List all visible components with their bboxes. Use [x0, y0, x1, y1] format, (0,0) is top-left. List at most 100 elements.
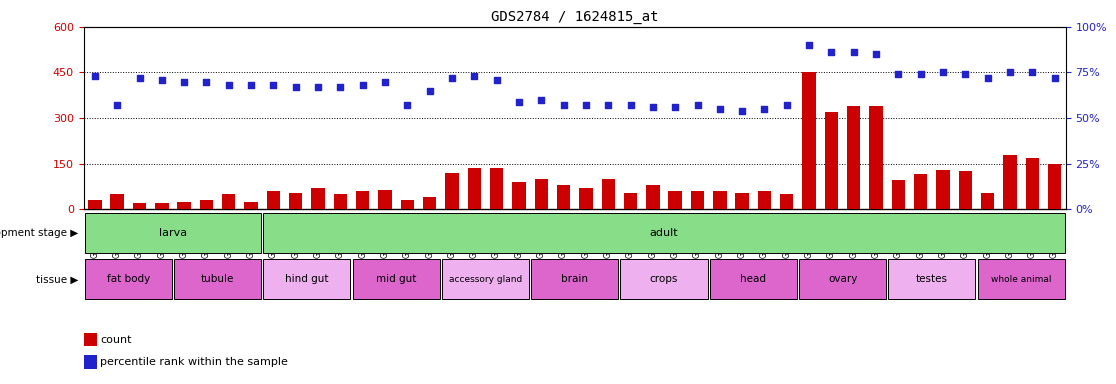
Bar — [423, 197, 436, 209]
Point — [331, 84, 349, 90]
Bar — [914, 174, 927, 209]
Text: mid gut: mid gut — [376, 274, 416, 285]
Point — [800, 42, 818, 48]
Text: crops: crops — [650, 274, 679, 285]
Point — [889, 71, 907, 78]
Text: tissue ▶: tissue ▶ — [36, 274, 78, 285]
Bar — [825, 112, 838, 209]
Point — [376, 78, 394, 84]
Bar — [222, 194, 235, 209]
Bar — [1026, 157, 1039, 209]
Bar — [267, 191, 280, 209]
Bar — [468, 168, 481, 209]
Point — [287, 84, 305, 90]
Bar — [888, 260, 975, 299]
Bar — [110, 194, 124, 209]
Point — [175, 78, 193, 84]
Point — [733, 108, 751, 114]
Point — [264, 82, 282, 88]
Text: brain: brain — [561, 274, 588, 285]
Text: whole animal: whole animal — [991, 275, 1051, 284]
Bar — [263, 260, 350, 299]
Bar — [263, 214, 1065, 253]
Point — [443, 75, 461, 81]
Bar — [624, 192, 637, 209]
Bar — [174, 260, 261, 299]
Point — [153, 77, 171, 83]
Bar — [85, 214, 261, 253]
Bar — [892, 180, 905, 209]
Point — [1046, 75, 1064, 81]
Point — [666, 104, 684, 110]
Point — [86, 73, 104, 79]
Text: accessory gland: accessory gland — [449, 275, 522, 284]
Bar — [1048, 164, 1061, 209]
Bar — [869, 106, 883, 209]
Point — [220, 82, 238, 88]
Bar — [579, 188, 593, 209]
Point — [756, 106, 773, 112]
Bar — [311, 188, 325, 209]
Text: hind gut: hind gut — [286, 274, 328, 285]
Point — [198, 78, 215, 84]
Point — [912, 71, 930, 78]
Point — [934, 70, 952, 76]
Bar — [978, 260, 1065, 299]
Bar — [691, 191, 704, 209]
Bar — [799, 260, 886, 299]
Bar — [88, 200, 102, 209]
Point — [309, 84, 327, 90]
Bar — [531, 260, 618, 299]
Bar — [378, 190, 392, 209]
Bar — [535, 179, 548, 209]
Text: fat body: fat body — [107, 274, 150, 285]
Point — [108, 102, 126, 108]
Point — [131, 75, 148, 81]
Bar — [758, 191, 771, 209]
Bar — [668, 191, 682, 209]
Bar — [1003, 155, 1017, 209]
Bar — [981, 192, 994, 209]
Point — [421, 88, 439, 94]
Bar — [936, 170, 950, 209]
Text: percentile rank within the sample: percentile rank within the sample — [100, 357, 288, 367]
Bar — [802, 73, 816, 209]
Bar — [713, 191, 727, 209]
Bar — [557, 185, 570, 209]
Text: adult: adult — [650, 228, 679, 238]
Bar — [356, 191, 369, 209]
Bar — [442, 260, 529, 299]
Bar — [512, 182, 526, 209]
Point — [510, 99, 528, 105]
Bar — [200, 200, 213, 209]
Point — [599, 102, 617, 108]
Point — [622, 102, 639, 108]
Bar — [289, 192, 302, 209]
Text: testes: testes — [916, 274, 947, 285]
Point — [644, 104, 662, 110]
Text: development stage ▶: development stage ▶ — [0, 228, 78, 238]
Text: head: head — [740, 274, 767, 285]
Point — [488, 77, 506, 83]
Bar — [244, 202, 258, 209]
Bar — [646, 185, 660, 209]
Bar — [620, 260, 708, 299]
Bar — [847, 106, 860, 209]
Text: tubule: tubule — [201, 274, 234, 285]
Bar — [780, 194, 793, 209]
Text: count: count — [100, 335, 132, 345]
Point — [845, 49, 863, 55]
Bar — [177, 202, 191, 209]
Point — [398, 102, 416, 108]
Bar — [735, 192, 749, 209]
Point — [1023, 70, 1041, 76]
Bar — [959, 171, 972, 209]
Bar — [401, 200, 414, 209]
Point — [867, 51, 885, 57]
Point — [242, 82, 260, 88]
Point — [979, 75, 997, 81]
Bar — [353, 260, 440, 299]
Point — [532, 97, 550, 103]
Point — [465, 73, 483, 79]
Bar — [490, 168, 503, 209]
